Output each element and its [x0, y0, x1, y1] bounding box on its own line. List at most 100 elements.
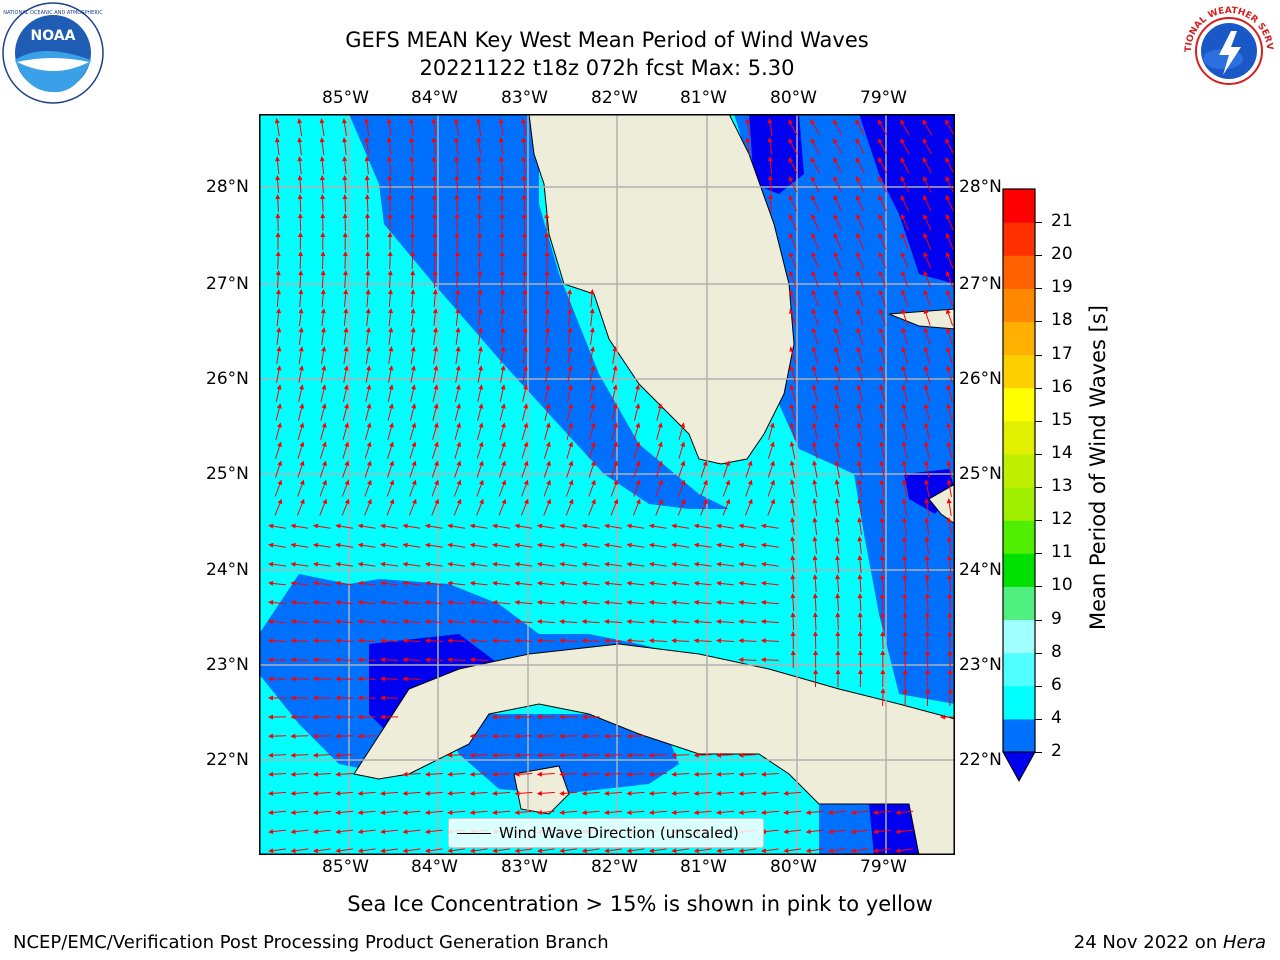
wind-arrow-head [581, 580, 587, 586]
colorbar-tick-mark [1035, 288, 1042, 290]
wind-arrow-head [409, 137, 415, 143]
wind-arrow-head [559, 752, 565, 758]
wind-arrow-head [268, 676, 274, 682]
wind-arrow-head [626, 790, 632, 796]
wind-arrow-head [769, 422, 775, 428]
wind-arrow-head [657, 403, 663, 409]
wind-arrow-head [657, 422, 663, 428]
wind-arrow-head [335, 619, 341, 625]
wind-arrow-head [812, 612, 818, 618]
wind-arrow-head [410, 327, 416, 333]
wind-arrow-head [521, 137, 527, 143]
wind-arrow-head [612, 346, 618, 352]
wind-arrow-head [411, 498, 417, 505]
wind-arrow-head [812, 460, 818, 466]
wind-arrow-head [900, 213, 906, 220]
wind-arrow-head [424, 657, 430, 663]
wind-arrow-head [945, 289, 951, 296]
wind-arrow-head [402, 619, 408, 625]
lon-label-bottom-84w: 84°W [411, 857, 458, 877]
wind-arrow-head [335, 695, 341, 701]
wind-arrow-head [380, 657, 386, 663]
wind-arrow-head [546, 498, 551, 505]
wind-arrow-head [856, 251, 861, 258]
wind-arrow-head [320, 308, 326, 314]
wind-arrow-head [790, 498, 795, 504]
wind-arrow-head [902, 650, 908, 655]
wind-arrow-head [402, 561, 408, 567]
colorbar-tick-mark [1035, 520, 1042, 522]
wind-arrow-head [783, 848, 789, 854]
wind-arrow-head [788, 194, 794, 201]
wind-arrow-head [544, 251, 550, 257]
wind-arrow-head [402, 848, 408, 854]
lat-label-left-24n: 24°N [206, 560, 249, 580]
wind-arrow-head [811, 194, 816, 201]
wind-arrow-head [613, 441, 618, 447]
wind-arrow-head [810, 119, 816, 125]
wind-arrow-head [833, 289, 839, 296]
wind-arrow-head [789, 460, 795, 466]
wind-arrow-head [835, 574, 841, 580]
lat-label-left-28n: 28°N [206, 177, 249, 197]
wind-arrow-head [788, 138, 793, 144]
wind-arrow-head [343, 327, 349, 333]
wind-arrow-head [738, 542, 744, 548]
wind-arrow-head [522, 327, 528, 333]
wind-arrow-head [671, 638, 677, 644]
wind-arrow-head [946, 403, 952, 409]
wind-arrow-head [925, 650, 931, 655]
wind-arrow-head [476, 137, 482, 143]
wind-arrow-head [290, 657, 296, 663]
wind-arrow-head [604, 848, 610, 854]
wind-arrow-head [477, 213, 482, 219]
colorbar-segment [1003, 718, 1035, 753]
wind-arrow-head [581, 600, 587, 605]
wind-arrow-head [454, 118, 459, 124]
wind-arrow-head [290, 810, 296, 815]
wind-arrow-head [365, 270, 371, 276]
wind-arrow-head [299, 384, 304, 390]
wind-arrow-head [901, 308, 906, 315]
wind-arrow-head [344, 479, 350, 486]
wind-arrow-head [559, 580, 565, 586]
wind-arrow-head [789, 365, 795, 371]
wind-arrow-head [478, 365, 483, 371]
wind-arrow-head [946, 384, 952, 390]
wind-arrow-head [924, 555, 930, 561]
wind-arrow-head [335, 561, 341, 567]
wind-arrow-head [924, 403, 929, 409]
colorbar-segment [1003, 189, 1035, 223]
wind-arrow-head [299, 460, 305, 467]
wind-arrow-head [268, 561, 274, 567]
wind-arrow-head [850, 810, 856, 815]
wind-arrow-head [402, 676, 408, 682]
colorbar-segment [1003, 387, 1035, 422]
wind-arrow-head [945, 157, 950, 163]
wind-arrow-head [671, 542, 677, 548]
wind-arrow-head [344, 498, 350, 505]
wind-arrow-head [716, 638, 722, 644]
wind-arrow-head [872, 829, 879, 835]
wind-arrow-head [658, 460, 663, 467]
wind-arrow-head [945, 138, 950, 144]
wind-arrow-head [946, 498, 952, 504]
wind-arrow-head [335, 580, 341, 586]
wind-arrow-head [521, 194, 527, 200]
wind-arrow-head [501, 422, 506, 428]
chart-subtitle: 20221122 t18z 072h fcst Max: 5.30 [419, 56, 795, 80]
wind-arrow-head [298, 308, 304, 314]
wind-arrow-head [671, 619, 677, 625]
wind-arrow-head [268, 523, 274, 529]
colorbar-tick-mark [1035, 354, 1042, 356]
wind-arrow-head [946, 517, 952, 523]
colorbar-segment [1003, 652, 1035, 687]
wind-arrow-head [902, 612, 908, 618]
wind-arrow-head [946, 327, 951, 333]
wind-arrow-head [789, 479, 795, 485]
wind-arrow-head [947, 650, 953, 655]
wind-arrow-head [812, 479, 818, 485]
wind-arrow-head [901, 403, 907, 409]
wind-arrow-head [500, 327, 506, 333]
wind-arrow-head [604, 580, 610, 586]
